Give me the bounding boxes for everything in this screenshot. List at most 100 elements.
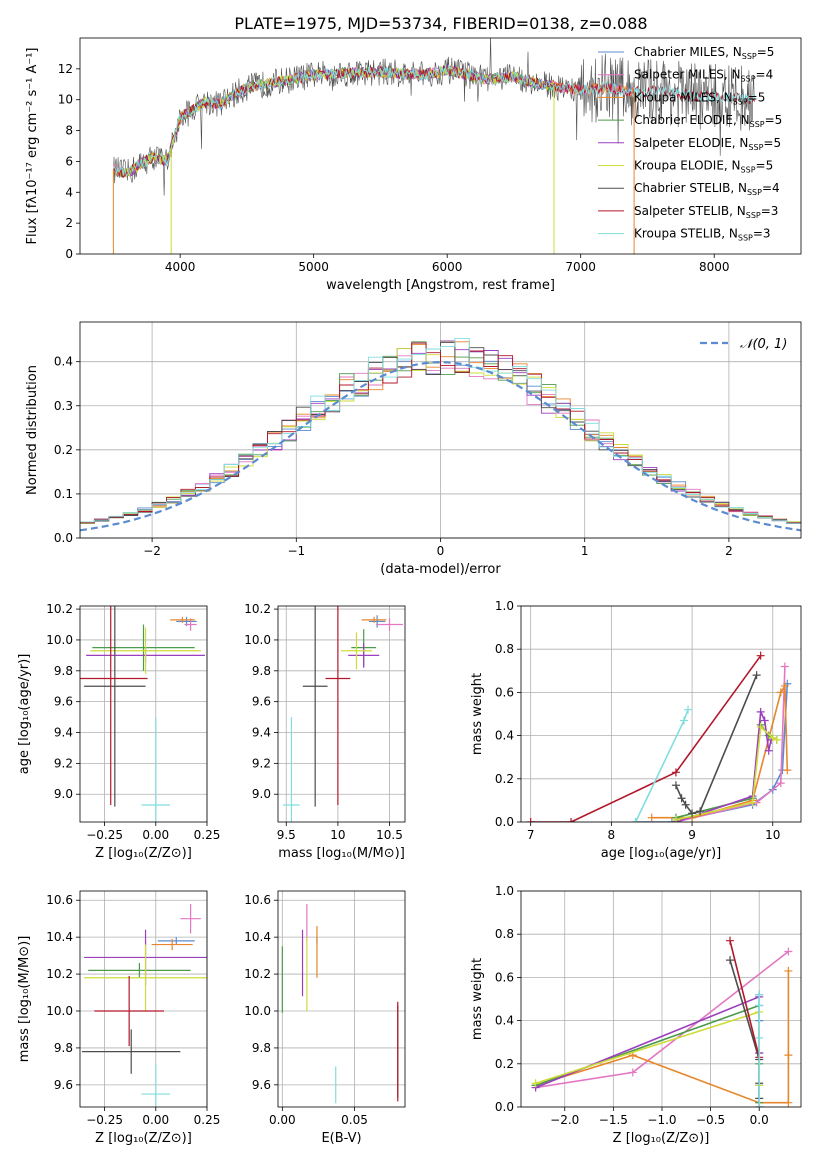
series-marker — [647, 813, 656, 822]
y-tick-label: 0.0 — [495, 815, 514, 829]
legend-count: =5 — [763, 136, 781, 150]
series-marker — [756, 722, 765, 731]
y-tick-label: 9.8 — [54, 664, 73, 678]
y-tick-label: 9.2 — [252, 756, 271, 770]
x-tick-label: 0.05 — [341, 1113, 368, 1127]
y-tick-label: 2 — [65, 216, 73, 230]
series-marker — [748, 798, 757, 807]
series-marker — [772, 735, 781, 744]
series-marker — [756, 651, 765, 660]
legend-label: Chabrier STELIB, NSSP=4 — [634, 181, 780, 197]
series-marker — [784, 947, 793, 956]
residual-histograms — [80, 337, 801, 538]
y-tick-label: 0.2 — [495, 772, 514, 786]
age_vs_mass-axes: 9.5 10 10.5 9.0 9.2 9.4 9.6 9.8 10.0 10.2 mass [lo… — [244, 602, 405, 861]
series-line-kroupa-miles — [651, 683, 789, 819]
y-tick-label: 0 — [65, 247, 73, 261]
series-line-salpeter-miles — [675, 666, 786, 822]
y-tick-label: 4 — [65, 185, 73, 199]
massweight_vs_Z-axes: −2.0 −1.5 −1.0 −0.5 0.0 0.0 0.2 0.4 0.6 0.8 1.0 Z [… — [470, 884, 801, 1146]
histogram-kroupa-stelib — [80, 337, 801, 538]
legend-subscript: SSP — [746, 211, 761, 220]
series-marker — [768, 733, 777, 742]
spectrum-line-chabrier-stelib — [113, 38, 755, 196]
axes-frame — [520, 605, 802, 823]
series-marker — [671, 781, 680, 790]
y-tick-label: 9.8 — [252, 664, 271, 678]
x-tick-label: −2.0 — [550, 1113, 579, 1127]
legend-count: =3 — [761, 204, 779, 218]
y-axis-label: Normed distribution — [25, 365, 40, 495]
y-tick-label: 9.4 — [252, 726, 271, 740]
legend-count: =5 — [765, 113, 783, 127]
series-marker — [671, 768, 680, 777]
y-axis-label: mass [log₁₀(M/M⊙)] — [17, 936, 32, 1063]
y-tick-label: 0.6 — [495, 970, 514, 984]
series-marker — [679, 716, 688, 725]
x-axis-label: wavelength [Angstrom, rest frame] — [326, 278, 555, 293]
y-tick-label: 8 — [65, 124, 73, 138]
legend-label: Chabrier ELODIE, NSSP=5 — [634, 113, 782, 129]
y-tick-label: 10.2 — [46, 602, 73, 616]
age_vs_mass-errorbars — [283, 606, 403, 822]
series-line-chabrier-stelib — [729, 959, 760, 1099]
y-tick-label: 9.2 — [54, 756, 73, 770]
y-tick-label: 9.0 — [252, 787, 271, 801]
y-tick-label: 10.2 — [244, 602, 271, 616]
y-tick-label: 9.8 — [252, 1041, 271, 1055]
x-tick-label: 0.00 — [142, 1113, 169, 1127]
y-tick-label: 10.6 — [244, 893, 271, 907]
x-tick-label: 5000 — [298, 260, 329, 274]
series-marker — [783, 766, 792, 775]
axes-frame — [79, 37, 802, 255]
y-tick-label: 0.0 — [54, 531, 73, 545]
series-marker — [764, 746, 773, 755]
legend-subscript: SSP — [742, 52, 757, 61]
series-marker — [681, 800, 690, 809]
series-marker — [628, 1068, 637, 1077]
x-tick-label: −0.25 — [86, 828, 123, 842]
x-tick-label: 0.0 — [750, 1113, 769, 1127]
x-tick-label: 0.25 — [194, 828, 221, 842]
y-tick-label: 10.6 — [46, 893, 73, 907]
x-tick-label: 4000 — [165, 260, 196, 274]
x-tick-label: 10 — [765, 828, 780, 842]
series-line-salpeter-stelib — [530, 655, 762, 822]
normal-reference-curve — [80, 360, 801, 532]
x-tick-label: 9 — [688, 828, 696, 842]
x-tick-label: 0 — [437, 544, 445, 558]
spectrum-line-kroupa-miles — [112, 64, 635, 178]
series-marker — [752, 671, 761, 680]
legend-label: Kroupa MILES, NSSP=5 — [634, 90, 765, 106]
x-tick-label: −2 — [143, 544, 161, 558]
x-tick-label: 0.25 — [194, 1113, 221, 1127]
x-axis-label: Z [log₁₀(Z/Z⊙)] — [95, 846, 192, 861]
series-marker — [567, 818, 576, 822]
series-line-chabrier-elodie — [675, 722, 778, 819]
series-marker — [696, 807, 705, 816]
series-line-chabrier-elodie — [535, 1004, 760, 1103]
y-axis-label: age [log₁₀(age/yr)] — [17, 654, 32, 775]
series-marker — [784, 966, 793, 975]
y-tick-label: 0.8 — [495, 927, 514, 941]
legend-count: =3 — [753, 227, 771, 241]
massweight_vs_Z-lines — [531, 936, 793, 1107]
axes-frame — [277, 890, 406, 1108]
series-line-chabrier-stelib — [675, 674, 758, 815]
y-tick-label: 10.0 — [244, 1004, 271, 1018]
x-tick-label: −1.0 — [647, 1113, 676, 1127]
x-tick-label: −1 — [287, 544, 305, 558]
legend-label: Salpeter MILES, NSSP=4 — [634, 68, 773, 84]
spectrum-line-kroupa-stelib — [113, 64, 755, 176]
mass_vs_Z-axes: −0.25 0.00 0.25 9.6 9.8 10.0 10.2 10.4 10.6 Z [lo… — [17, 891, 220, 1146]
series-marker — [677, 794, 686, 803]
legend-label: Kroupa STELIB, NSSP=3 — [634, 227, 771, 243]
legend-count: =5 — [757, 45, 775, 59]
x-tick-label: −0.25 — [86, 1113, 123, 1127]
series-marker — [684, 705, 693, 714]
y-axis-label: Flux [fλ10⁻¹⁷ erg cm⁻² s⁻¹ A⁻¹] — [25, 48, 40, 245]
x-tick-label: 0.00 — [142, 828, 169, 842]
y-tick-label: 0.2 — [495, 1057, 514, 1071]
spectrum-legend: Chabrier MILES, NSSP=5 Salpeter MILES, NS… — [598, 45, 782, 243]
